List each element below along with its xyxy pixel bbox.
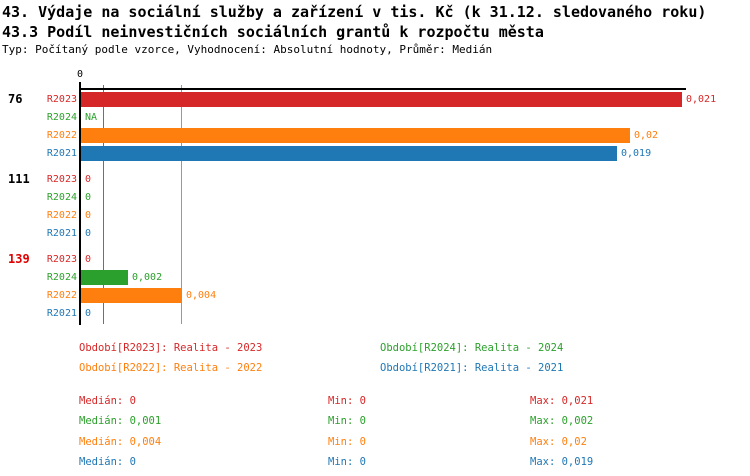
group-label-111: 111 — [8, 172, 30, 186]
value-label: 0 — [85, 174, 92, 185]
legend-item-R2022: Období[R2022]: Realita - 2022 — [79, 362, 263, 374]
chart-meta-info: Typ: Počítaný podle vzorce, Vyhodnocení:… — [2, 43, 493, 56]
median-cell-R2023: Medián: 0 — [79, 395, 136, 407]
median-line-R2024 — [103, 85, 104, 324]
value-label: 0 — [85, 308, 92, 319]
median-cell-R2024: Medián: 0,001 — [79, 415, 162, 428]
group-label-139: 139 — [8, 252, 30, 266]
value-label: 0,004 — [186, 290, 217, 301]
value-label: 0,002 — [132, 272, 163, 283]
min-cell-R2022: Min: 0 — [328, 435, 366, 448]
bar — [81, 92, 682, 107]
median-cell-R2022: Medián: 0,004 — [79, 435, 162, 448]
x-axis-zero-label: 0 — [76, 69, 84, 80]
bar-row-139-R2024: R2024 0,002 — [0, 270, 750, 288]
year-label: R2024 — [46, 192, 77, 203]
bar-row-76-R2021: R2021 0,019 — [0, 146, 750, 164]
value-label: 0 — [85, 210, 92, 221]
max-cell-R2022: Max: 0,02 — [530, 435, 587, 448]
bar-row-111-R2021: R2021 0 — [0, 226, 750, 244]
y-axis-line — [79, 88, 81, 325]
min-cell-R2023: Min: 0 — [328, 395, 366, 407]
year-label: R2021 — [46, 148, 77, 159]
value-label: 0 — [85, 228, 92, 239]
min-cell-R2021: Min: 0 — [328, 455, 366, 468]
bar-row-139-R2022: R2022 0,004 — [0, 288, 750, 306]
median-cell-R2021: Medián: 0 — [79, 455, 136, 468]
bar-row-139-R2023: R2023 0 — [0, 252, 750, 270]
year-label: R2022 — [46, 210, 77, 221]
bar-row-76-R2023: R2023 0,021 — [0, 92, 750, 110]
max-cell-R2024: Max: 0,002 — [530, 415, 594, 428]
value-label: 0,019 — [621, 148, 652, 159]
legend-item-R2024: Období[R2024]: Realita - 2024 — [380, 342, 564, 354]
year-label: R2023 — [46, 174, 77, 185]
bar — [81, 288, 182, 303]
bar-group-139: 139 R2023 0 R2024 0,002 R2022 0,004 R2021 0 — [0, 252, 750, 324]
max-cell-R2021: Max: 0,019 — [530, 455, 594, 468]
value-label: 0 — [85, 254, 92, 265]
group-label-76: 76 — [8, 92, 23, 106]
year-label: R2023 — [46, 94, 77, 105]
year-label: R2024 — [46, 112, 77, 123]
bar-row-76-R2024: R2024 NA — [0, 110, 750, 128]
page-title: 43. Výdaje na sociální služby a zařízení… — [2, 3, 707, 21]
year-label: R2022 — [46, 290, 77, 301]
bar — [81, 128, 630, 143]
chart-subtitle: 43.3 Podíl neinvestičních sociálních gra… — [2, 23, 544, 41]
year-label: R2024 — [46, 272, 77, 283]
x-axis-tick — [79, 82, 81, 89]
bar-row-111-R2023: R2023 0 — [0, 172, 750, 190]
value-label: 0 — [85, 192, 92, 203]
legend-item-R2021: Období[R2021]: Realita - 2021 — [380, 362, 564, 374]
bar — [81, 270, 128, 285]
bar — [81, 146, 617, 161]
median-line-R2022 — [181, 85, 182, 324]
year-label: R2021 — [46, 228, 77, 239]
bar-group-111: 111 R2023 0 R2024 0 R2022 0 R2021 0 — [0, 172, 750, 244]
value-label: 0,021 — [686, 94, 717, 105]
value-label: NA — [85, 112, 98, 123]
year-label: R2022 — [46, 130, 77, 141]
bar-group-76: 76 R2023 0,021 R2024 NA R2022 0,02 R2021 0,019 — [0, 92, 750, 164]
year-label: R2021 — [46, 308, 77, 319]
bar-row-111-R2024: R2024 0 — [0, 190, 750, 208]
max-cell-R2023: Max: 0,021 — [530, 395, 594, 407]
year-label: R2023 — [46, 254, 77, 265]
legend-item-R2023: Období[R2023]: Realita - 2023 — [79, 342, 263, 354]
min-cell-R2024: Min: 0 — [328, 415, 366, 428]
x-axis-line — [80, 88, 686, 90]
bar-row-76-R2022: R2022 0,02 — [0, 128, 750, 146]
bar-row-139-R2021: R2021 0 — [0, 306, 750, 324]
value-label: 0,02 — [634, 130, 659, 141]
bar-row-111-R2022: R2022 0 — [0, 208, 750, 226]
